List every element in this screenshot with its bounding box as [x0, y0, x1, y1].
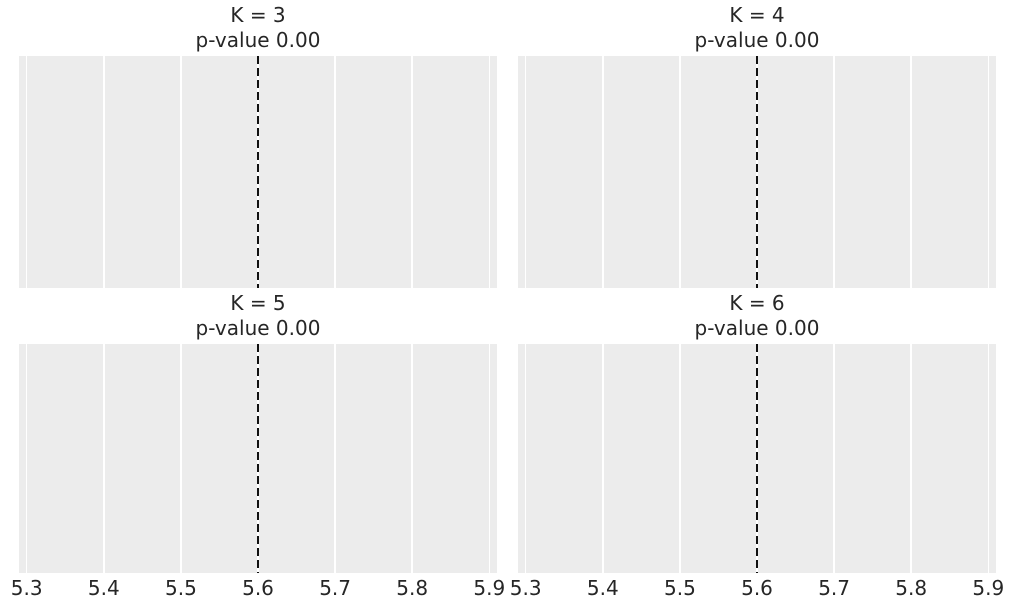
x-axis-tick-labels: 5.3 5.4 5.5 5.6 5.7 5.8 5.9: [510, 573, 1004, 603]
subplot-title: K = 5: [230, 291, 286, 315]
gridline: [524, 56, 527, 288]
subplot-subtitle: p-value 0.00: [195, 316, 321, 340]
subplot-title: K = 3: [230, 3, 286, 27]
subplot-subtitle: p-value 0.00: [694, 28, 820, 52]
x-tick-label: 5.6: [741, 576, 773, 600]
subplot-k5: K = 5 p-value 0.00 5.3 5.4 5.5 5.6 5.7 5…: [11, 291, 505, 603]
gridline: [25, 344, 28, 573]
subplot-k4: K = 4 p-value 0.00: [518, 3, 996, 288]
subplot-k3: K = 3 p-value 0.00: [19, 3, 497, 288]
observed-value-dashed-line: [256, 344, 260, 573]
gridline: [910, 344, 912, 573]
x-tick-label: 5.5: [164, 576, 197, 600]
x-tick-label: 5.9: [473, 576, 506, 600]
gridline: [180, 56, 182, 288]
x-tick-label: 5.7: [818, 576, 850, 600]
x-tick-label: 5.4: [87, 576, 120, 600]
plot-area: [19, 56, 497, 288]
x-tick-label: 5.4: [586, 576, 619, 600]
subplot-title: K = 4: [729, 3, 785, 27]
gridline: [488, 344, 491, 573]
subplot-k3-title-block: K = 3 p-value 0.00: [19, 3, 497, 56]
x-tick-label: 5.5: [663, 576, 696, 600]
plot-area: [518, 56, 996, 288]
subplot-k4-title-block: K = 4 p-value 0.00: [518, 3, 996, 56]
gridline: [334, 56, 336, 288]
subplot-k5-title-block: K = 5 p-value 0.00: [19, 291, 497, 344]
gridline: [910, 56, 912, 288]
gridline: [833, 344, 835, 573]
x-tick-label: 5.8: [396, 576, 429, 600]
gridline: [25, 56, 28, 288]
gridline: [488, 56, 491, 288]
gridline: [180, 344, 182, 573]
gridline: [987, 344, 990, 573]
x-tick-label: 5.3: [10, 576, 43, 600]
observed-value-dashed-line: [755, 344, 759, 573]
observed-value-dashed-line: [256, 56, 260, 288]
x-tick-label: 5.7: [319, 576, 351, 600]
plot-area: [518, 344, 996, 573]
gridline: [833, 56, 835, 288]
subplot-subtitle: p-value 0.00: [694, 316, 820, 340]
x-tick-label: 5.3: [509, 576, 542, 600]
gridline: [602, 344, 604, 573]
gridline: [103, 56, 105, 288]
x-tick-label: 5.9: [972, 576, 1005, 600]
x-tick-label: 5.8: [895, 576, 928, 600]
gridline: [334, 344, 336, 573]
subplot-k6-title-block: K = 6 p-value 0.00: [518, 291, 996, 344]
x-axis-tick-labels: 5.3 5.4 5.5 5.6 5.7 5.8 5.9: [11, 573, 505, 603]
gridline: [524, 344, 527, 573]
gridline: [679, 56, 681, 288]
x-tick-label: 5.6: [242, 576, 274, 600]
gridline: [679, 344, 681, 573]
observed-value-dashed-line: [755, 56, 759, 288]
subplot-k6: K = 6 p-value 0.00 5.3 5.4 5.5 5.6 5.7 5…: [510, 291, 1004, 603]
plot-area: [19, 344, 497, 573]
subplot-title: K = 6: [729, 291, 785, 315]
gridline: [411, 344, 413, 573]
gridline: [602, 56, 604, 288]
subplot-subtitle: p-value 0.00: [195, 28, 321, 52]
gridline: [103, 344, 105, 573]
gridline: [987, 56, 990, 288]
gridline: [411, 56, 413, 288]
